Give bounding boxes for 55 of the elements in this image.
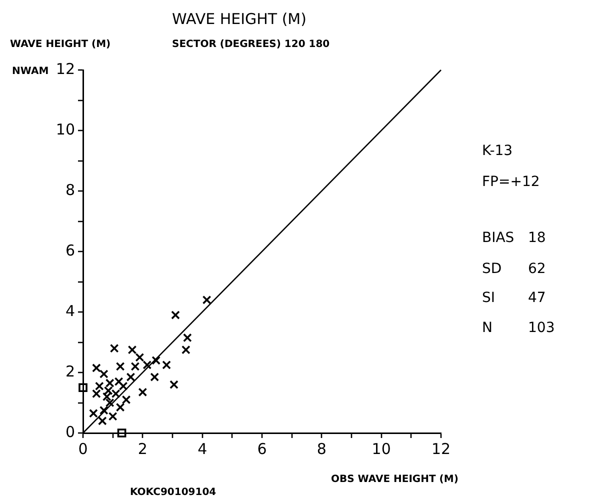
y-tick-label: 10 (56, 120, 75, 138)
point (111, 389, 120, 398)
x-tick-label: 4 (198, 440, 208, 458)
point (128, 345, 137, 354)
point (202, 295, 212, 304)
point (98, 416, 107, 426)
x-tick-label: 10 (372, 440, 391, 458)
y-tick-label: 12 (56, 60, 75, 78)
point (181, 345, 190, 354)
chart-subtitle: SECTOR (DEGREES) 120 180 (172, 39, 330, 50)
point (150, 372, 160, 382)
point (171, 310, 180, 320)
text: KOKC90109104 (130, 487, 216, 498)
y-tick-label: 0 (65, 422, 75, 441)
point (142, 360, 152, 370)
y-tick-label: 2 (65, 362, 75, 380)
chart-title: WAVE HEIGHT (M) (172, 10, 306, 28)
text: FP=+12 (482, 174, 540, 190)
x-tick-label: 6 (257, 440, 267, 458)
x-tick-label: 12 (431, 440, 451, 458)
point (122, 395, 131, 404)
text: SD 62 (482, 261, 546, 277)
text: BIAS 18 (482, 230, 546, 246)
point (92, 364, 101, 372)
point (116, 362, 125, 371)
x-tick-label: 8 (316, 440, 326, 458)
x-tick-label: 0 (78, 440, 88, 458)
point (78, 383, 88, 392)
point (108, 412, 118, 421)
point (114, 377, 124, 386)
point (99, 370, 108, 378)
point (118, 382, 128, 391)
text: N 103 (482, 320, 555, 336)
point (135, 352, 144, 362)
point (99, 406, 108, 415)
point (116, 402, 125, 412)
x-tick-label: 2 (138, 440, 148, 458)
y-tick-label: 6 (65, 241, 75, 260)
point (110, 344, 119, 353)
y-tick-label: 8 (65, 180, 75, 199)
point (130, 362, 140, 371)
point (117, 428, 126, 438)
y-tick-label: 4 (65, 302, 75, 320)
point (126, 372, 136, 382)
point (182, 333, 192, 342)
text: WAVE HEIGHT (M) (10, 39, 111, 50)
point (170, 380, 178, 390)
x-axis-title: OBS WAVE HEIGHT (M) (331, 474, 458, 485)
point (152, 356, 161, 365)
text: SI 47 (482, 290, 546, 306)
y-axis-title: NWAM (12, 66, 49, 77)
point (162, 360, 171, 370)
text: K-13 (482, 143, 513, 159)
point (89, 408, 98, 418)
point (138, 388, 148, 397)
